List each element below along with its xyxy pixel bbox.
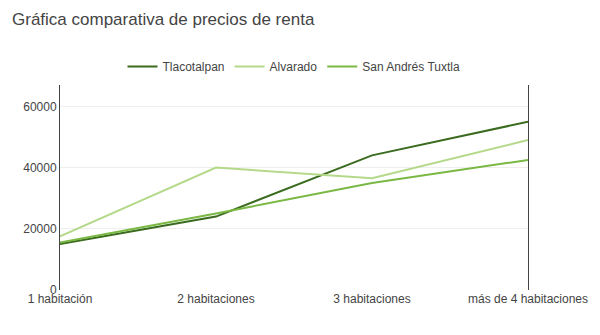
svg-text:40000: 40000 xyxy=(23,161,57,175)
svg-text:más de 4 habitaciones: más de 4 habitaciones xyxy=(468,292,588,306)
svg-text:Gráfica comparativa de precios: Gráfica comparativa de precios de renta xyxy=(12,10,315,29)
svg-text:0: 0 xyxy=(50,283,57,297)
svg-text:Tlacotalpan: Tlacotalpan xyxy=(163,60,225,74)
svg-text:3 habitaciones: 3 habitaciones xyxy=(333,292,410,306)
svg-text:Alvarado: Alvarado xyxy=(270,60,318,74)
svg-text:1 habitación: 1 habitación xyxy=(28,292,93,306)
svg-text:20000: 20000 xyxy=(23,222,57,236)
svg-text:2 habitaciones: 2 habitaciones xyxy=(177,292,254,306)
svg-text:60000: 60000 xyxy=(23,100,57,114)
svg-text:San Andrés Tuxtla: San Andrés Tuxtla xyxy=(362,60,460,74)
